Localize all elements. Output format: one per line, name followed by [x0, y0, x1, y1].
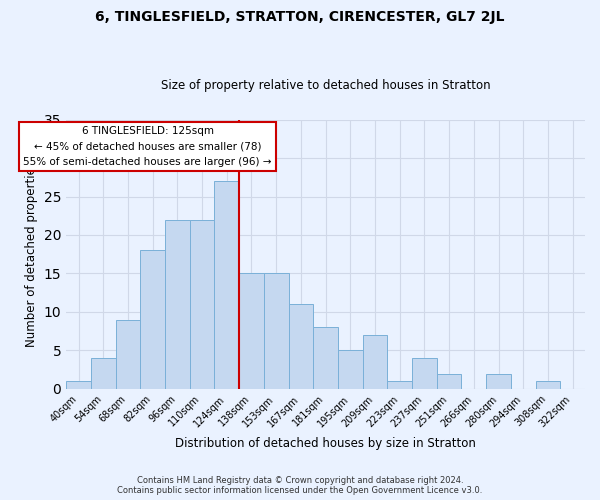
Bar — [338, 350, 362, 389]
Y-axis label: Number of detached properties: Number of detached properties — [25, 161, 38, 347]
Bar — [116, 320, 140, 389]
Bar — [66, 381, 91, 389]
Bar — [190, 220, 214, 389]
Bar — [91, 358, 116, 389]
Bar — [140, 250, 165, 389]
Bar — [437, 374, 461, 389]
Text: Contains HM Land Registry data © Crown copyright and database right 2024.
Contai: Contains HM Land Registry data © Crown c… — [118, 476, 482, 495]
Text: 6, TINGLESFIELD, STRATTON, CIRENCESTER, GL7 2JL: 6, TINGLESFIELD, STRATTON, CIRENCESTER, … — [95, 10, 505, 24]
Bar — [214, 181, 239, 389]
Bar — [388, 381, 412, 389]
Bar — [412, 358, 437, 389]
Bar — [486, 374, 511, 389]
Text: 6 TINGLESFIELD: 125sqm
← 45% of detached houses are smaller (78)
55% of semi-det: 6 TINGLESFIELD: 125sqm ← 45% of detached… — [23, 126, 272, 167]
Bar — [264, 274, 289, 389]
Bar — [362, 335, 388, 389]
Bar — [536, 381, 560, 389]
Title: Size of property relative to detached houses in Stratton: Size of property relative to detached ho… — [161, 79, 490, 92]
Bar — [165, 220, 190, 389]
Bar — [313, 328, 338, 389]
X-axis label: Distribution of detached houses by size in Stratton: Distribution of detached houses by size … — [175, 437, 476, 450]
Bar — [239, 274, 264, 389]
Bar — [289, 304, 313, 389]
